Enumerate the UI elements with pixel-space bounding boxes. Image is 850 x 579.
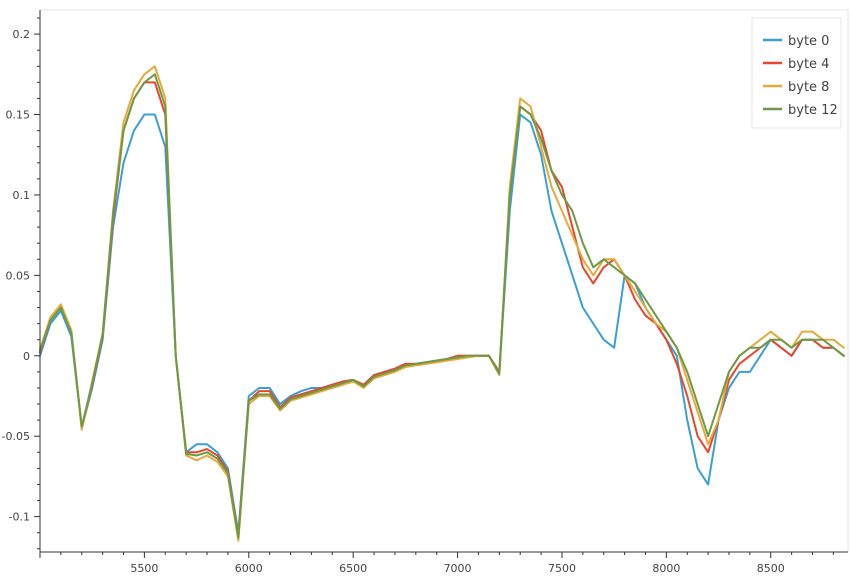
legend-label-2: byte 8 — [788, 80, 829, 95]
legend-label-3: byte 12 — [788, 103, 838, 118]
y-tick-label: 0.05 — [6, 269, 31, 282]
y-tick-label: -0.1 — [9, 511, 30, 524]
plot-frame — [40, 9, 849, 552]
y-tick-label: 0 — [23, 350, 30, 363]
x-tick-label: 6000 — [235, 562, 263, 575]
x-tick-label: 5500 — [130, 562, 158, 575]
series-line-3 — [39, 73, 845, 539]
y-tick-label: -0.05 — [2, 430, 30, 443]
y-axis: 0.2 0.15 0.1 0.05 0 -0.05 -0.1 — [2, 10, 41, 552]
y-tick-label: 0.15 — [6, 109, 31, 122]
x-tick-label: 8500 — [757, 562, 785, 575]
x-tick-label: 7500 — [548, 562, 576, 575]
legend: byte 0 byte 4 byte 8 byte 12 — [751, 17, 842, 129]
y-tick-label: 0.1 — [13, 189, 31, 202]
x-axis: 5500 6000 6500 7000 7500 8000 8500 — [39, 551, 848, 575]
y-tick-label: 0.2 — [13, 28, 31, 41]
x-tick-label: 6500 — [339, 562, 367, 575]
x-tick-label: 8000 — [652, 562, 680, 575]
x-tick-label: 7000 — [444, 562, 472, 575]
legend-label-1: byte 4 — [788, 57, 829, 72]
legend-label-0: byte 0 — [788, 34, 829, 49]
series-lines — [39, 65, 845, 542]
